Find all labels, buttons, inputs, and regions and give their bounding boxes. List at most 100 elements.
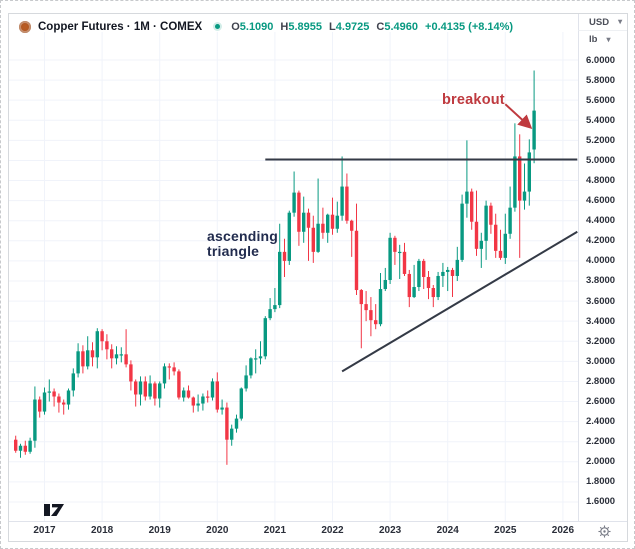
candle bbox=[489, 202, 493, 234]
candle bbox=[282, 238, 287, 277]
chart-widget: Copper Futures · 1M · COMEX O5.1090 H5.8… bbox=[8, 13, 628, 542]
close-value: C5.4960 bbox=[376, 20, 419, 33]
year-tick-label: 2018 bbox=[90, 525, 114, 536]
candle bbox=[33, 386, 37, 448]
candle bbox=[239, 387, 243, 421]
candle bbox=[345, 173, 349, 224]
candle bbox=[23, 440, 27, 455]
candle bbox=[450, 267, 455, 298]
annotation-line2: triangle bbox=[207, 243, 260, 259]
price-tick-label: 3.0000 bbox=[586, 355, 616, 367]
candle bbox=[143, 376, 147, 401]
tradingview-logo[interactable] bbox=[43, 501, 71, 519]
candle bbox=[119, 347, 123, 363]
candlestick-chart[interactable] bbox=[9, 14, 627, 523]
currency-label: USD bbox=[589, 16, 610, 28]
candle bbox=[311, 215, 315, 263]
candle bbox=[263, 316, 267, 360]
candle bbox=[374, 304, 378, 330]
candle bbox=[340, 156, 344, 221]
candle bbox=[201, 393, 205, 411]
price-axis[interactable]: 6.0000 5.8000 5.6000 5.4000 5.2000 5.0000 4.80… bbox=[578, 14, 628, 522]
candle bbox=[47, 379, 51, 402]
price-tick-label: 2.0000 bbox=[586, 456, 616, 468]
candle bbox=[105, 334, 109, 360]
candle bbox=[330, 197, 335, 235]
candle bbox=[412, 264, 416, 299]
candle bbox=[431, 285, 435, 308]
candles bbox=[14, 70, 536, 465]
unit-selector[interactable]: lb ▾ bbox=[578, 31, 627, 48]
candle bbox=[470, 188, 474, 230]
candle bbox=[249, 357, 253, 379]
annotation-line1: ascending bbox=[207, 228, 279, 244]
year-tick-label: 2017 bbox=[33, 525, 56, 536]
candle bbox=[66, 388, 71, 410]
market-status-dot[interactable] bbox=[215, 24, 221, 29]
candle bbox=[465, 140, 469, 218]
candle bbox=[417, 258, 421, 292]
candle bbox=[532, 70, 536, 164]
candle bbox=[522, 163, 527, 210]
currency-selector[interactable]: USD ▾ bbox=[578, 14, 627, 31]
chevron-down-icon: ▾ bbox=[618, 17, 623, 26]
time-axis[interactable]: 2017 2018 2019 2020 2021 2022 2023 2024 2025 2026 bbox=[9, 521, 627, 541]
price-tick-label: 6.0000 bbox=[586, 54, 616, 66]
gridlines bbox=[9, 32, 578, 522]
ascending-support-trendline[interactable] bbox=[341, 230, 578, 373]
candle bbox=[479, 232, 483, 268]
candle bbox=[138, 376, 143, 406]
candle bbox=[210, 378, 215, 401]
candle bbox=[95, 328, 99, 369]
candle bbox=[52, 388, 56, 407]
price-tick-label: 2.6000 bbox=[586, 396, 616, 408]
candle bbox=[153, 381, 157, 406]
candle bbox=[398, 244, 402, 279]
candle bbox=[455, 246, 459, 281]
year-tick-label: 2020 bbox=[206, 525, 229, 536]
candle bbox=[518, 134, 522, 258]
candle bbox=[513, 123, 517, 212]
candle bbox=[206, 390, 210, 403]
price-tick-label: 4.8000 bbox=[586, 175, 616, 187]
candle bbox=[484, 200, 488, 260]
candle bbox=[57, 393, 61, 413]
chevron-down-icon: ▾ bbox=[606, 34, 611, 44]
year-tick-label: 2024 bbox=[436, 525, 459, 536]
candle bbox=[402, 242, 407, 276]
candle bbox=[426, 270, 431, 300]
candle bbox=[90, 342, 95, 367]
candle bbox=[359, 289, 363, 349]
candle bbox=[100, 329, 104, 351]
price-tick-label: 4.4000 bbox=[586, 215, 616, 227]
candle bbox=[494, 213, 498, 258]
breakout-arrow bbox=[504, 103, 533, 130]
candle bbox=[302, 196, 306, 243]
candle bbox=[335, 201, 339, 233]
high-value: H5.8955 bbox=[280, 20, 323, 33]
candle bbox=[28, 437, 32, 454]
price-tick-label: 2.4000 bbox=[586, 416, 616, 428]
candle bbox=[220, 399, 224, 415]
chart-header: Copper Futures · 1M · COMEX O5.1090 H5.8… bbox=[19, 18, 513, 35]
candle bbox=[326, 213, 330, 243]
price-tick-label: 3.4000 bbox=[586, 315, 616, 327]
year-tick-label: 2026 bbox=[551, 525, 575, 536]
candle bbox=[393, 235, 397, 265]
candle bbox=[292, 171, 296, 217]
candle bbox=[460, 194, 464, 262]
price-tick-label: 3.2000 bbox=[586, 335, 616, 347]
settings-gear-icon[interactable] bbox=[598, 525, 611, 538]
price-tick-label: 5.6000 bbox=[586, 94, 616, 106]
open-value: O5.1090 bbox=[231, 20, 274, 33]
candle bbox=[350, 219, 354, 257]
candle bbox=[503, 213, 507, 264]
price-tick-label: 2.8000 bbox=[586, 375, 616, 387]
symbol-title[interactable]: Copper Futures · 1M · COMEX bbox=[38, 20, 203, 33]
candle bbox=[18, 443, 23, 458]
price-tick-label: 3.6000 bbox=[586, 295, 616, 307]
candle bbox=[38, 396, 42, 418]
price-tick-label: 5.4000 bbox=[586, 114, 616, 126]
change-value: +0.4135 (+8.14%) bbox=[425, 20, 514, 33]
candle bbox=[86, 336, 90, 370]
